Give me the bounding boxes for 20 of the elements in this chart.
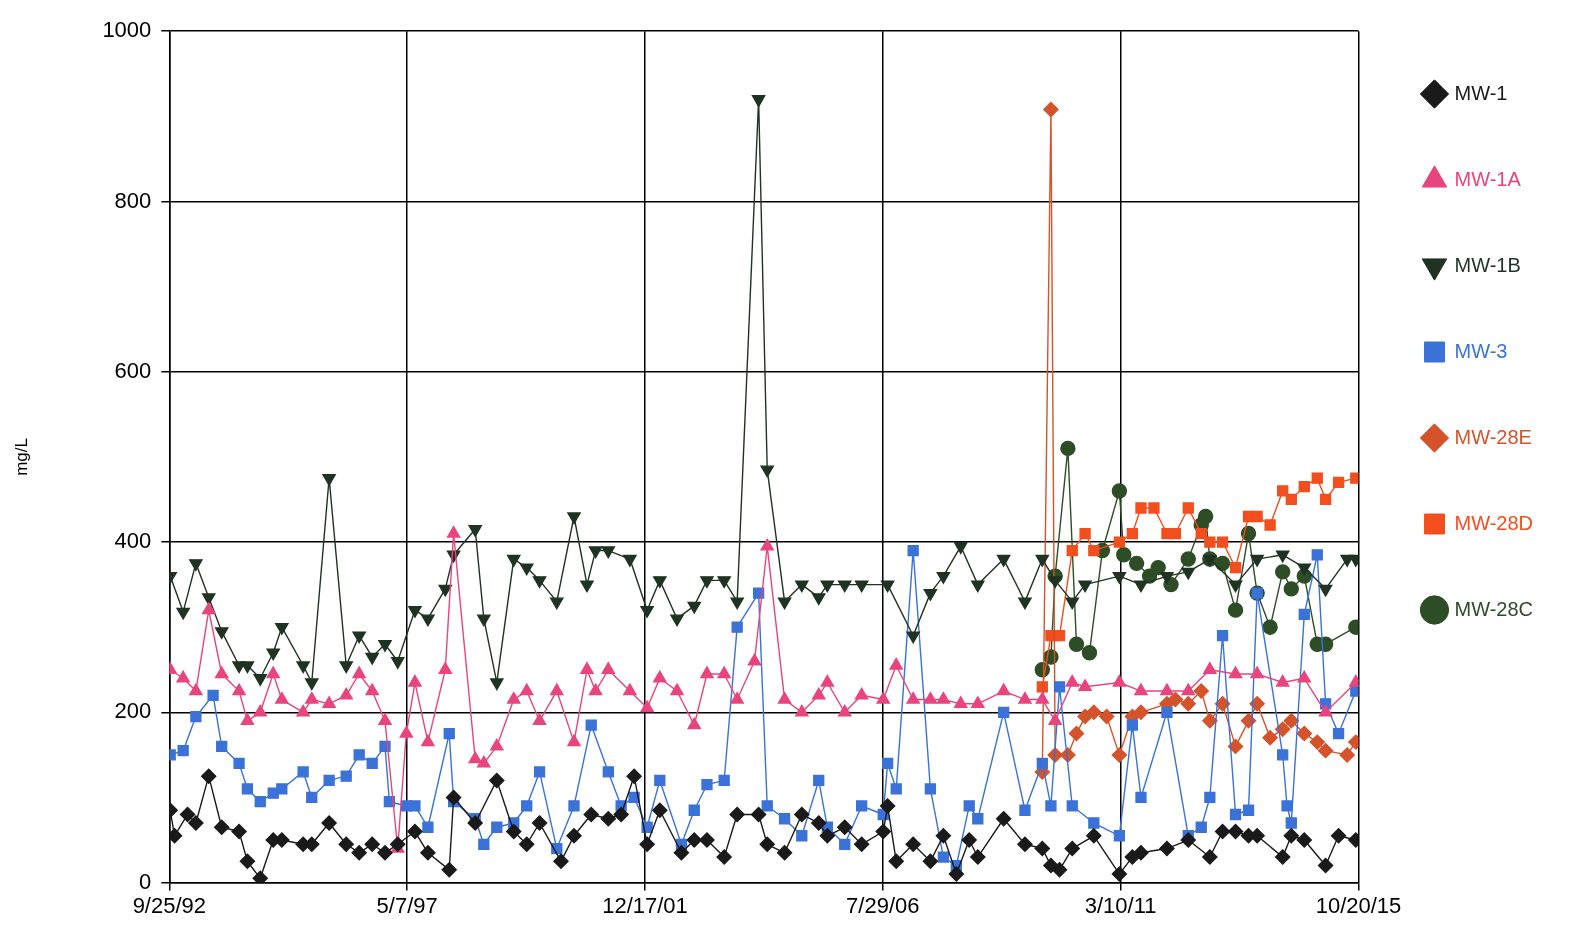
y-tick-label: 800 bbox=[114, 187, 152, 213]
x-tick-label: 5/7/97 bbox=[376, 892, 438, 918]
x-tick-label: 12/17/01 bbox=[602, 892, 688, 918]
legend-label: MW-1B bbox=[1454, 253, 1521, 276]
x-tick-label: 3/10/11 bbox=[1084, 892, 1157, 918]
x-tick-label: 10/20/15 bbox=[1315, 892, 1402, 918]
x-tick-label: 9/25/92 bbox=[132, 892, 207, 918]
y-tick-label: 200 bbox=[114, 698, 152, 724]
legend-label: MW-1A bbox=[1454, 167, 1522, 190]
legend-label: MW-3 bbox=[1454, 339, 1508, 362]
legend-label: MW-28E bbox=[1454, 425, 1532, 448]
legend-label: MW-28D bbox=[1454, 511, 1534, 534]
y-tick-label: 400 bbox=[114, 528, 152, 554]
x-tick-label: 7/29/06 bbox=[846, 892, 920, 918]
legend-label: MW-1 bbox=[1454, 81, 1508, 104]
legend-label: MW-28C bbox=[1454, 597, 1534, 620]
y-tick-label: 0 bbox=[139, 868, 152, 894]
y-tick-label: 1000 bbox=[102, 17, 152, 43]
y-tick-label: 600 bbox=[114, 357, 152, 383]
y-axis-title: mg/L bbox=[11, 438, 31, 476]
